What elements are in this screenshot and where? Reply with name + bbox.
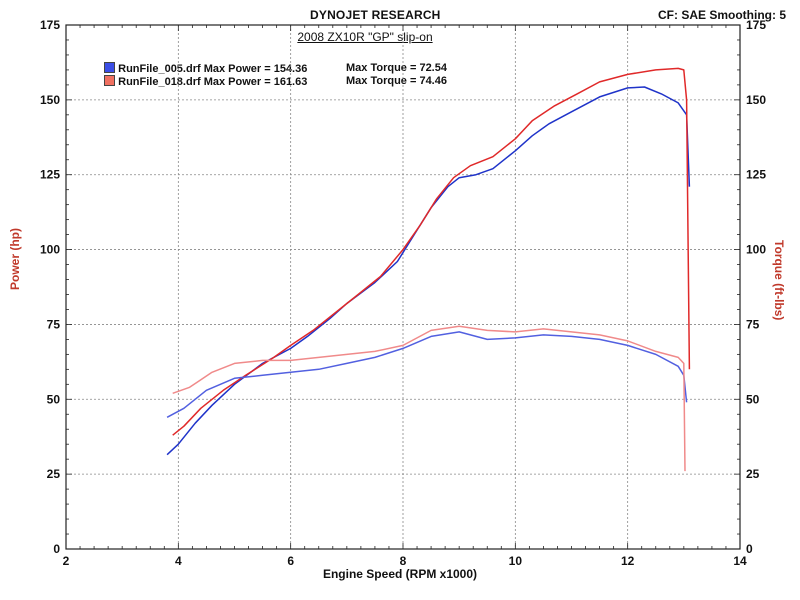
- x-tick-label: 6: [287, 554, 294, 568]
- x-tick-label: 10: [509, 554, 523, 568]
- y-tick-label-right: 25: [746, 467, 760, 481]
- y-tick-label-left: 25: [47, 467, 61, 481]
- y-tick-label-left: 75: [47, 317, 61, 331]
- legend-torque-text: Max Torque = 74.46: [346, 75, 447, 87]
- y-tick-label-left: 0: [53, 542, 60, 556]
- brand-header: DYNOJET RESEARCH: [310, 8, 441, 22]
- legend-power-text: RunFile_005.drf Max Power = 154.36: [118, 63, 308, 75]
- legend-swatch-blue: [104, 62, 116, 73]
- tick-labels: 2 4 6 8 10 12 14025507510012515017502550751001…: [40, 18, 766, 568]
- y-tick-label-right: 125: [746, 168, 766, 182]
- y-tick-label-left: 100: [40, 243, 60, 257]
- series-line-torque-2: [166, 331, 688, 418]
- y-tick-label-right: 175: [746, 18, 766, 32]
- legend-entry-runfile-005: RunFile_005.drf Max Power = 154.36 Max To…: [98, 50, 447, 75]
- series-line-power-1: [172, 67, 691, 436]
- y-axis-label-left: Power (hp): [8, 228, 22, 290]
- y-tick-label-left: 50: [47, 392, 61, 406]
- y-tick-label-right: 50: [746, 392, 760, 406]
- series-layer: [166, 67, 691, 472]
- series-line-torque-3: [172, 325, 686, 472]
- y-tick-label-right: 100: [746, 243, 766, 257]
- correction-factor-label: CF: SAE Smoothing: 5: [658, 8, 786, 22]
- x-tick-label: 4: [175, 554, 182, 568]
- y-tick-label-right: 150: [746, 93, 766, 107]
- y-tick-label-left: 175: [40, 18, 60, 32]
- chart-title: 2008 ZX10R "GP" slip-on: [297, 30, 433, 44]
- x-tick-label: 8: [400, 554, 407, 568]
- x-tick-label: 14: [733, 554, 747, 568]
- legend-torque-text: Max Torque = 72.54: [346, 62, 447, 74]
- y-axis-label-right: Torque (ft-lbs): [772, 240, 786, 321]
- y-tick-label-left: 150: [40, 93, 60, 107]
- grid-lines: [66, 25, 740, 549]
- y-tick-label-left: 125: [40, 168, 60, 182]
- x-tick-label: 12: [621, 554, 635, 568]
- legend-swatch-red: [104, 75, 116, 86]
- x-tick-label: 2: [63, 554, 70, 568]
- x-axis-label: Engine Speed (RPM x1000): [322, 567, 478, 581]
- y-tick-label-right: 75: [746, 317, 760, 331]
- minor-ticks: [65, 24, 741, 550]
- y-tick-label-right: 0: [746, 542, 753, 556]
